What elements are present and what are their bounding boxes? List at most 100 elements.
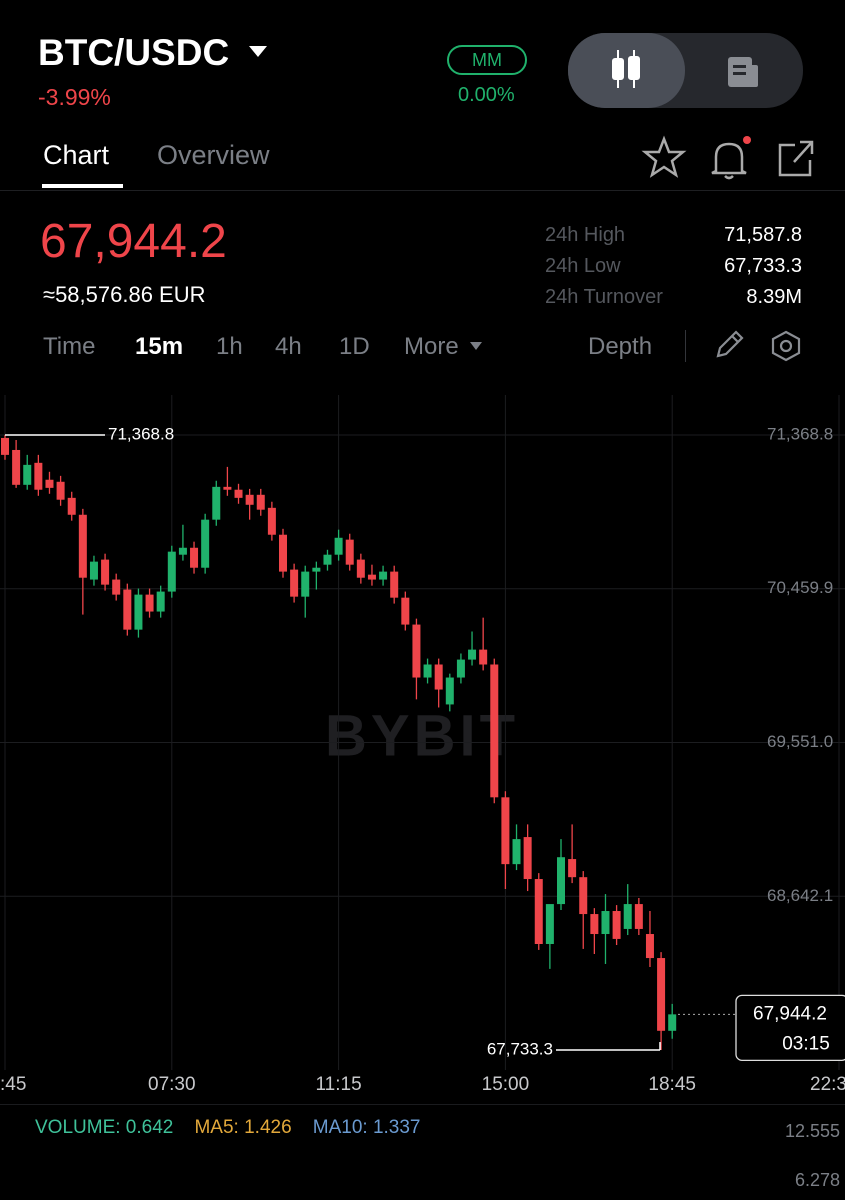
- interval-15m[interactable]: 15m: [135, 333, 184, 360]
- y-tick-label: 71,368.8: [767, 424, 833, 443]
- candle-body: [490, 664, 499, 798]
- countdown-label: 03:15: [782, 1033, 830, 1054]
- candle-body: [379, 571, 388, 580]
- candle-body: [657, 958, 666, 1031]
- stat-value: 67,733.3: [724, 255, 802, 277]
- candle-body: [67, 497, 76, 515]
- high-marker-label: 71,368.8: [108, 424, 174, 443]
- interval-4h[interactable]: 4h: [275, 333, 302, 360]
- x-tick-label: 07:30: [148, 1074, 196, 1095]
- volume-axis-label: 12.555: [785, 1121, 841, 1141]
- x-tick-label: 22:3: [810, 1074, 845, 1095]
- pair-dropdown-caret[interactable]: [248, 44, 268, 58]
- candle-body: [145, 594, 154, 612]
- fiat-price: ≈58,576.86 EUR: [43, 282, 206, 307]
- share-icon[interactable]: [778, 140, 814, 177]
- candle-body: [423, 664, 432, 678]
- mm-badge[interactable]: MM: [447, 45, 527, 75]
- stats-values: 71,587.8 67,733.3 8.39M: [724, 220, 802, 313]
- candle-body: [545, 904, 554, 945]
- candle-body: [601, 911, 610, 935]
- stat-value: 71,587.8: [724, 224, 802, 246]
- ma5-indicator: MA5: 1.426: [194, 1117, 292, 1138]
- candle-body: [223, 486, 232, 490]
- candle-view-button[interactable]: [568, 33, 685, 108]
- interval-1d[interactable]: 1D: [339, 333, 370, 360]
- candle-body: [34, 462, 43, 490]
- candle-body: [112, 579, 121, 595]
- alert-icon[interactable]: [711, 142, 747, 180]
- candle-body: [412, 624, 421, 678]
- stats-labels: 24h High 24h Low 24h Turnover: [545, 220, 663, 313]
- candle-body: [178, 547, 187, 555]
- candle-body: [123, 589, 132, 630]
- candle-body: [356, 559, 365, 578]
- y-tick-label: 69,551.0: [767, 732, 833, 751]
- pair-title[interactable]: BTC/USDC: [38, 32, 230, 73]
- candle-body: [167, 551, 176, 592]
- last-price-box: [735, 994, 845, 1062]
- candle-body: [468, 649, 477, 660]
- candle-body: [568, 859, 577, 878]
- candle-body: [323, 554, 332, 565]
- candle-body: [245, 494, 254, 505]
- mm-value: 0.00%: [458, 84, 515, 106]
- x-tick-label: 18:45: [648, 1074, 696, 1095]
- x-tick-label: 15:00: [482, 1074, 530, 1095]
- depth-button[interactable]: Depth: [588, 333, 653, 360]
- separator: [685, 330, 686, 362]
- tab-overview[interactable]: Overview: [157, 140, 270, 170]
- settings-icon[interactable]: [771, 330, 801, 362]
- candle-body: [501, 797, 510, 865]
- candle-body: [590, 914, 599, 935]
- candle-body: [557, 857, 565, 905]
- candle-body: [212, 486, 221, 520]
- candle-body: [256, 494, 265, 510]
- favorite-icon[interactable]: [641, 135, 687, 178]
- candle-body: [290, 569, 299, 597]
- tool-icons: [716, 330, 801, 362]
- candle-body: [512, 839, 521, 865]
- candle-body: [479, 649, 488, 665]
- candle-body: [612, 911, 621, 939]
- candle-body: [279, 534, 287, 572]
- volume-divider: [0, 1104, 845, 1105]
- candle-body: [579, 877, 588, 915]
- candle-body: [101, 559, 110, 585]
- ma10-indicator: MA10: 1.337: [312, 1117, 421, 1138]
- interval-time[interactable]: Time: [43, 333, 96, 360]
- candle-body: [456, 659, 465, 678]
- candle-body: [367, 574, 376, 580]
- candle-body: [623, 904, 632, 929]
- stat-value: 8.39M: [746, 286, 802, 308]
- interval-1h[interactable]: 1h: [216, 333, 243, 360]
- stat-label: 24h Turnover: [545, 286, 663, 308]
- candle-body: [12, 449, 21, 485]
- volume-axis-label: 6.278: [795, 1170, 841, 1190]
- tab-underline: [42, 184, 123, 188]
- tab-chart[interactable]: Chart: [43, 140, 110, 170]
- candle-body: [634, 904, 643, 929]
- volume-indicator: VOLUME: 0.642: [35, 1117, 174, 1138]
- interval-more[interactable]: More: [404, 333, 459, 360]
- candle-body: [234, 489, 243, 498]
- candle-body: [134, 594, 143, 630]
- action-icons: [641, 135, 814, 180]
- info-view-button[interactable]: [728, 57, 758, 87]
- candle-body: [312, 567, 321, 572]
- candle-body: [156, 591, 165, 612]
- candle-body: [201, 519, 210, 568]
- candle-body: [345, 539, 354, 565]
- last-price-label: 67,944.2: [753, 1003, 827, 1024]
- candle-body: [523, 837, 532, 880]
- candle-body: [190, 547, 199, 568]
- stat-label: 24h Low: [545, 255, 621, 277]
- candle-body: [401, 597, 410, 625]
- candle-body: [78, 514, 87, 578]
- y-tick-label: 70,459.9: [767, 578, 833, 597]
- candle-body: [267, 507, 276, 535]
- draw-icon[interactable]: [716, 330, 744, 358]
- candle-body: [668, 1014, 677, 1031]
- candle-body: [534, 879, 543, 945]
